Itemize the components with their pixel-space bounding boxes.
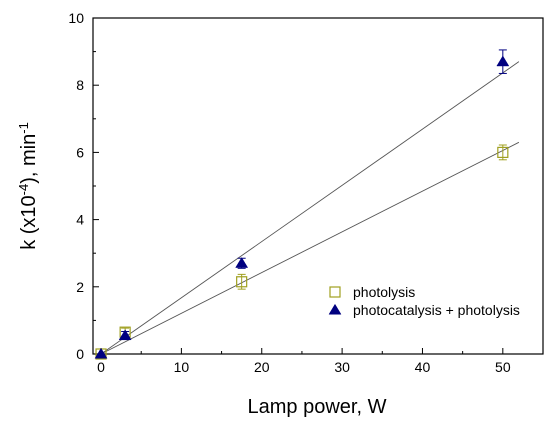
y-tick-label: 2 <box>76 279 84 295</box>
triangle-marker <box>235 257 249 268</box>
y-tick-label: 8 <box>76 77 84 93</box>
triangle-marker <box>118 329 132 341</box>
y-tick-label: 0 <box>76 346 84 362</box>
y-axis-title-unit-exponent: -1 <box>16 122 31 134</box>
x-tick-label: 30 <box>334 359 350 375</box>
x-tick-label: 50 <box>495 359 511 375</box>
fit-line <box>100 61 520 355</box>
square-marker <box>329 286 341 298</box>
y-axis-title-exponent: -4 <box>16 184 31 196</box>
fit-lines <box>100 61 520 355</box>
triangle-marker <box>496 55 510 67</box>
square-marker <box>497 146 509 158</box>
x-tick-label: 10 <box>174 359 190 375</box>
y-tick-label: 6 <box>76 144 84 160</box>
triangle-marker <box>94 347 108 359</box>
legend-label: photolysis <box>353 284 415 300</box>
y-axis-title-prefix: k (x10 <box>18 195 40 249</box>
axis-ticks: 0 10 20 30 40 50 0 2 4 6 8 10 <box>68 10 510 375</box>
y-tick-label: 4 <box>76 212 84 228</box>
y-axis-title: k (x10-4), min-1 <box>16 122 41 250</box>
x-tick-label: 0 <box>97 359 105 375</box>
x-tick-label: 40 <box>415 359 431 375</box>
y-axis-title-mid: ), min <box>18 134 40 184</box>
legend-label: photocatalysis + photolysis <box>353 302 520 318</box>
legend: photolysis photocatalysis + photolysis <box>328 284 520 318</box>
data-points <box>94 49 510 360</box>
square-marker <box>236 276 248 288</box>
x-tick-label: 20 <box>254 359 270 375</box>
y-tick-label: 10 <box>68 10 84 26</box>
fit-line <box>100 141 520 355</box>
x-axis-title: Lamp power, W <box>248 396 387 418</box>
triangle-marker <box>328 303 342 315</box>
